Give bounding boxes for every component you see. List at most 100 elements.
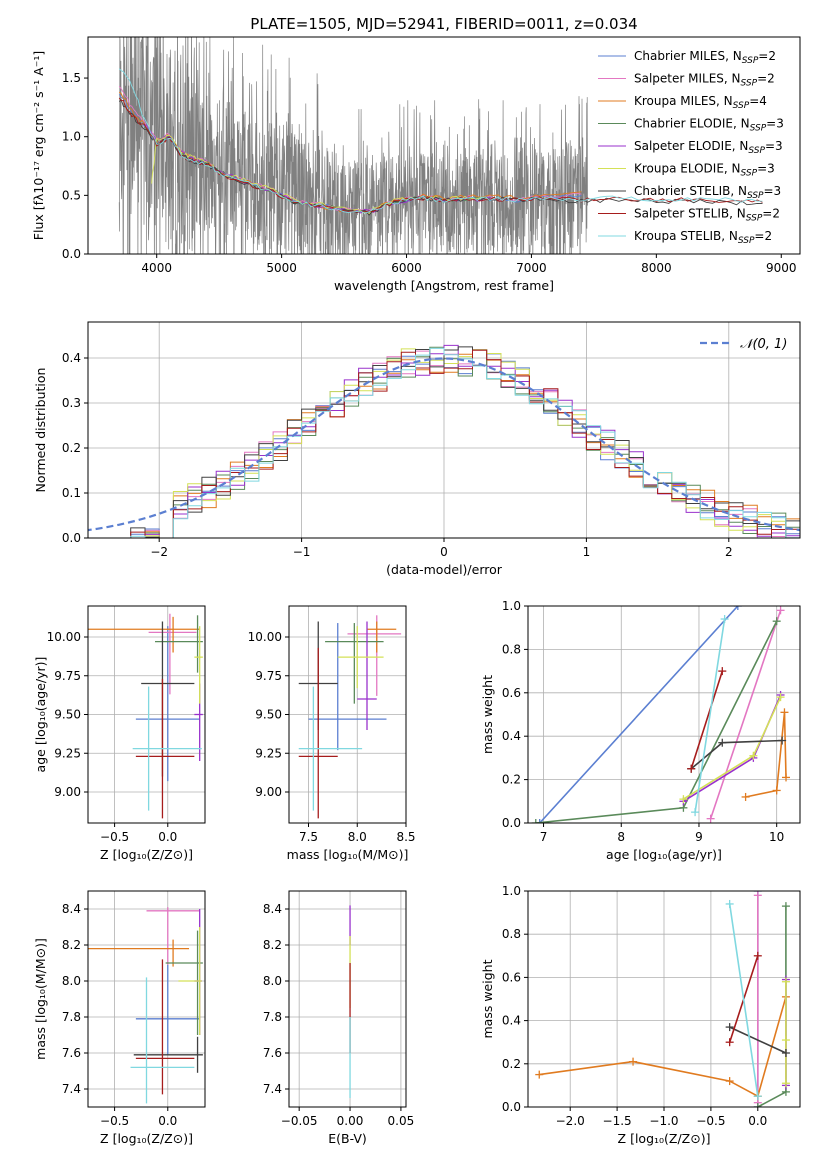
- chart-title: PLATE=1505, MJD=52941, FIBERID=0011, z=0…: [250, 15, 637, 33]
- weight-marker: [781, 902, 790, 911]
- weight-marker: [531, 819, 540, 823]
- y-axis-label: mass weight: [480, 959, 495, 1038]
- weight-marker: [753, 1092, 762, 1101]
- x-tick-label: −1.5: [603, 1114, 632, 1128]
- x-axis-label: Z [log₁₀(Z/Z⊙)]: [100, 1131, 193, 1146]
- y-tick-label: 8.0: [62, 974, 81, 988]
- y-tick-label: 0.0: [62, 247, 81, 261]
- axes-frame: [288, 890, 407, 1108]
- legend-label: Salpeter MILES, NSSP=2: [634, 72, 775, 89]
- weight-marker: [753, 1103, 762, 1107]
- y-tick-label: 1.0: [502, 884, 521, 898]
- plot-area-age-vs-mass: [298, 615, 402, 819]
- weight-marker: [706, 814, 715, 823]
- gaussian-curve: [88, 357, 800, 532]
- y-tick-label: 0.2: [502, 1057, 521, 1071]
- y-tick-label: 0.5: [62, 188, 81, 202]
- x-tick-label: −2.0: [556, 1114, 585, 1128]
- weight-marker: [776, 693, 785, 702]
- plot-area-mass-vs-Z: [88, 907, 203, 1104]
- errorbar-point: [88, 939, 190, 967]
- weight-series-2: [745, 712, 787, 798]
- x-tick-label: 0.05: [388, 1114, 415, 1128]
- weight-marker: [772, 617, 781, 626]
- weight-marker: [741, 792, 750, 801]
- weight-marker: [781, 1079, 790, 1088]
- x-tick-label: 0: [440, 545, 448, 559]
- y-tick-label: 0.0: [62, 531, 81, 545]
- y-tick-label: 8.0: [263, 974, 282, 988]
- model-series-8: [118, 68, 763, 214]
- model-series-7: [118, 97, 763, 213]
- panel-massweight-vs-Z: −2.0 −1.5 −1.0 −0.5 0.0 0.0 0.2 0.4 0.6 0.8 1.0 Z […: [480, 884, 801, 1146]
- y-tick-label: 7.6: [263, 1046, 282, 1060]
- y-axis-label: age [log₁₀(age/yr)]: [33, 657, 48, 773]
- x-tick-label: 8.5: [396, 830, 415, 844]
- weight-marker: [718, 738, 727, 747]
- weight-marker: [781, 977, 790, 986]
- legend-label: Chabrier STELIB, NSSP=3: [634, 184, 781, 201]
- weight-series-1: [709, 610, 782, 819]
- legend: Chabrier MILES, NSSP=2 Salpeter MILES, NS…: [598, 49, 784, 246]
- weight-series-6: [729, 1026, 787, 1054]
- x-tick-label: 9000: [766, 261, 797, 275]
- errorbar-point: [194, 626, 203, 704]
- errorbar-point: [146, 907, 200, 965]
- x-tick-label: 5000: [266, 261, 297, 275]
- y-tick-label: 0.3: [62, 396, 81, 410]
- y-tick-label: 9.00: [255, 785, 282, 799]
- panel-age-vs-Z: −0.5 0.0 9.00 9.25 9.50 9.75 10.00 Z [log₁₀(Z/Z…: [33, 605, 206, 862]
- weight-marker: [781, 1036, 790, 1045]
- y-tick-label: 7.4: [263, 1082, 282, 1096]
- weight-marker: [725, 899, 734, 908]
- axes-frame: [87, 36, 801, 255]
- axes-frame: [527, 605, 801, 824]
- panel-age-vs-mass: 7.5 8.0 8.5 9.00 9.25 9.50 9.75 10.00 mass [log₁…: [248, 605, 416, 862]
- x-tick-label: 6000: [391, 261, 422, 275]
- weight-marker: [720, 615, 729, 624]
- x-axis-label: E(B-V): [328, 1131, 367, 1146]
- errorbar-point: [135, 626, 200, 782]
- weight-marker: [753, 951, 762, 960]
- weight-series-7: [690, 670, 724, 770]
- weight-marker: [679, 795, 688, 804]
- y-tick-label: 0.1: [62, 486, 81, 500]
- y-tick-label: 9.75: [54, 669, 81, 683]
- y-tick-label: 0.4: [502, 729, 521, 743]
- plot-area-residuals: [88, 344, 800, 538]
- y-tick-label: 0.4: [502, 1014, 521, 1028]
- y-axis-label: Normed distribution: [33, 368, 48, 493]
- y-tick-label: 9.25: [255, 746, 282, 760]
- y-tick-label: 8.2: [263, 938, 282, 952]
- plot-area-age-vs-Z: [88, 613, 203, 819]
- y-axis-label: Flux [fλ10⁻¹⁷ erg cm⁻² s⁻¹ A⁻¹]: [31, 51, 46, 240]
- errorbar-point: [135, 959, 195, 1095]
- legend-label: Kroupa MILES, NSSP=4: [634, 94, 767, 111]
- y-tick-label: 9.50: [255, 708, 282, 722]
- y-tick-label: 7.4: [62, 1082, 81, 1096]
- y-tick-label: 9.00: [54, 785, 81, 799]
- x-tick-label: −2: [150, 545, 168, 559]
- errorbar-point: [165, 930, 203, 1035]
- legend-label: Salpeter STELIB, NSSP=2: [634, 207, 780, 224]
- x-tick-label: 4000: [141, 261, 172, 275]
- x-tick-label: 1: [583, 545, 591, 559]
- x-axis-label: (data-model)/error: [386, 562, 503, 577]
- y-tick-label: 0.8: [502, 927, 521, 941]
- model-series-5: [151, 134, 495, 215]
- y-tick-label: 0.2: [502, 773, 521, 787]
- x-tick-label: 7000: [516, 261, 547, 275]
- errorbar-point: [357, 621, 377, 730]
- x-tick-label: −0.5: [100, 830, 129, 844]
- weight-marker: [772, 786, 781, 795]
- y-tick-label: 0.6: [502, 686, 521, 700]
- x-axis-label: Z [log₁₀(Z/Z⊙)]: [100, 847, 193, 862]
- x-tick-label: 0.0: [158, 1114, 177, 1128]
- x-tick-label: −0.05: [281, 1114, 318, 1128]
- weight-marker: [725, 1077, 734, 1086]
- weight-marker: [776, 606, 785, 615]
- y-tick-label: 0.4: [62, 351, 81, 365]
- legend-label: Chabrier MILES, NSSP=2: [634, 49, 776, 66]
- y-tick-label: 0.2: [62, 441, 81, 455]
